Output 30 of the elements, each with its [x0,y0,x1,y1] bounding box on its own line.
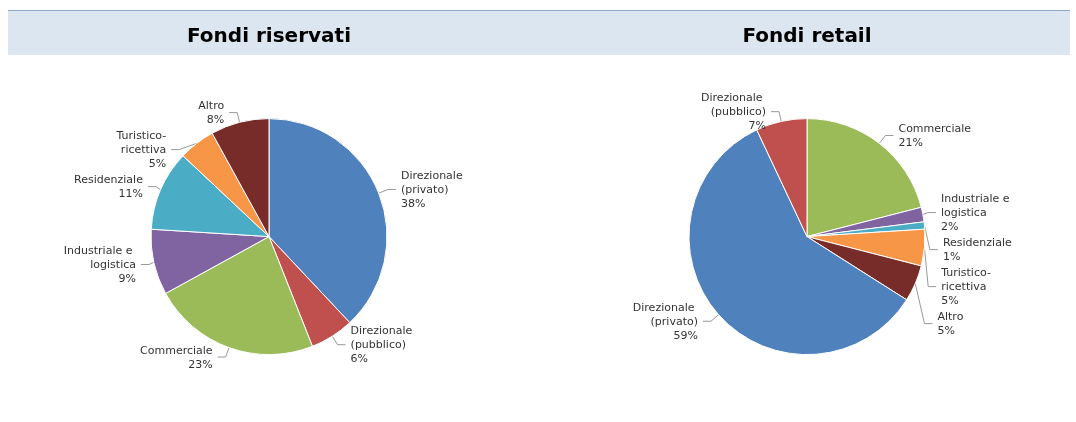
slice-label: Direzionale (pubblico) [700,91,767,119]
slice-label: Direzionale (pubblico) [350,324,416,352]
slice-label: Commerciale [140,343,213,357]
slice-label: Turistico-ricettiva [940,266,991,294]
slice-label: Residenziale [942,236,1012,250]
slice-label: Commerciale [898,121,972,135]
data-label: 6% [350,352,369,366]
data-label: 5% [937,324,955,338]
data-label: 59% [673,328,698,342]
slice-label: Altro [198,99,225,113]
data-label: 2% [940,220,959,234]
slice-label: Altro [937,310,964,324]
slice-label: Turistico-ricettiva [115,129,167,157]
data-label: 11% [118,187,143,201]
chart-title: Fondi riservati [187,23,351,47]
data-label: 5% [148,157,167,171]
data-label: 7% [748,119,767,133]
data-label: 38% [401,196,426,210]
data-label: 8% [206,113,225,127]
slice-label: Direzionale (privato) [401,168,467,196]
data-label: 21% [898,135,923,149]
chart-title: Fondi retail [742,23,872,47]
data-label: 9% [118,272,136,286]
data-label: 23% [188,357,213,371]
slice-label: Residenziale [74,173,144,187]
data-label: 1% [942,250,961,264]
slice-label: Industriale e logistica [940,192,1014,220]
slice-label: Direzionale (privato) [632,300,698,328]
data-label: 5% [941,294,959,308]
slice-label: Industriale e logistica [63,244,136,272]
